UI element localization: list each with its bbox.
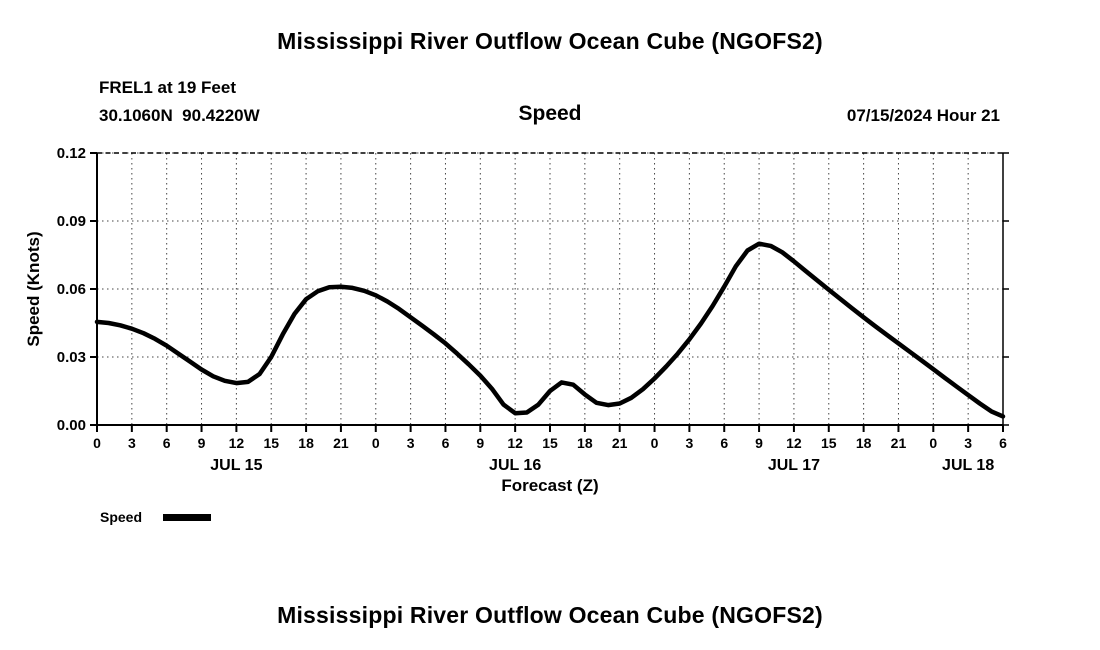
plot-subtitle: Speed bbox=[518, 102, 582, 125]
x-tick-label: 6 bbox=[163, 435, 171, 451]
x-tick-label: 15 bbox=[821, 435, 837, 451]
speed-line bbox=[94, 241, 1006, 419]
day-label: JUL 15 bbox=[210, 457, 262, 474]
y-tick-label: 0.12 bbox=[57, 145, 86, 162]
x-tick-label: 3 bbox=[407, 435, 415, 451]
station-coordinates: 30.1060N 90.4220W bbox=[99, 106, 260, 125]
x-tick-label: 0 bbox=[93, 435, 101, 451]
x-tick-label: 0 bbox=[372, 435, 380, 451]
x-tick-label: 0 bbox=[929, 435, 937, 451]
x-tick-label: 15 bbox=[263, 435, 279, 451]
x-tick-label: 6 bbox=[720, 435, 728, 451]
legend-label: Speed bbox=[100, 509, 143, 525]
x-tick-label: 6 bbox=[442, 435, 450, 451]
x-tick-label: 3 bbox=[128, 435, 136, 451]
day-label: JUL 18 bbox=[942, 457, 994, 474]
y-tick-label: 0.06 bbox=[57, 281, 86, 298]
y-tick-label: 0.00 bbox=[57, 417, 86, 434]
legend-line-sample bbox=[163, 514, 211, 521]
x-tick-label: 12 bbox=[229, 435, 245, 451]
x-tick-label: 18 bbox=[856, 435, 872, 451]
day-label: JUL 16 bbox=[489, 457, 541, 474]
y-axis-title: Speed (Knots) bbox=[24, 231, 43, 347]
x-tick-label: 9 bbox=[755, 435, 763, 451]
day-label: JUL 17 bbox=[768, 457, 820, 474]
forecast-datetime: 07/15/2024 Hour 21 bbox=[846, 106, 1000, 125]
x-tick-label: 0 bbox=[651, 435, 659, 451]
x-tick-label: 18 bbox=[577, 435, 593, 451]
y-tick-label: 0.03 bbox=[57, 349, 86, 366]
x-tick-label: 21 bbox=[891, 435, 907, 451]
x-tick-label: 21 bbox=[612, 435, 628, 451]
x-tick-label: 12 bbox=[507, 435, 523, 451]
x-tick-label: 15 bbox=[542, 435, 558, 451]
x-tick-label: 18 bbox=[298, 435, 314, 451]
x-tick-label: 12 bbox=[786, 435, 802, 451]
x-tick-label: 9 bbox=[198, 435, 206, 451]
x-tick-label: 21 bbox=[333, 435, 349, 451]
chart-title-bottom: Mississippi River Outflow Ocean Cube (NG… bbox=[277, 602, 823, 628]
x-axis-title: Forecast (Z) bbox=[501, 476, 599, 495]
chart-title-top: Mississippi River Outflow Ocean Cube (NG… bbox=[277, 28, 823, 54]
x-tick-label: 3 bbox=[685, 435, 693, 451]
x-tick-label: 3 bbox=[964, 435, 972, 451]
y-tick-label: 0.09 bbox=[57, 213, 86, 230]
station-label: FREL1 at 19 Feet bbox=[99, 78, 236, 97]
x-tick-label: 9 bbox=[476, 435, 484, 451]
x-tick-label: 6 bbox=[999, 435, 1007, 451]
